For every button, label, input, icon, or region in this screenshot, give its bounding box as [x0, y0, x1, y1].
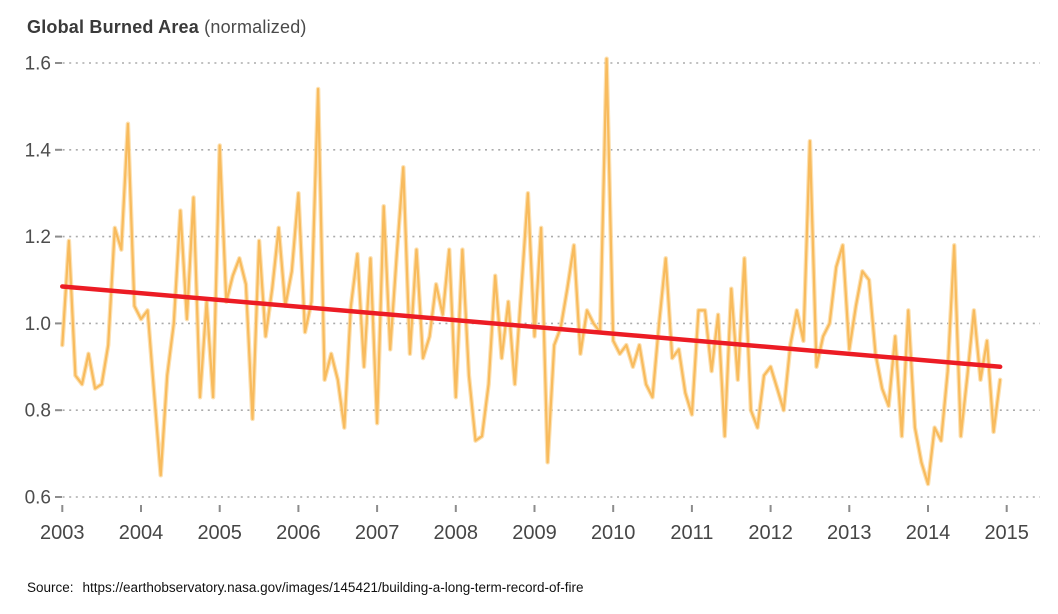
x-axis-label-2015: 2015: [984, 522, 1029, 544]
x-axis-label-2007: 2007: [355, 522, 400, 544]
chart-title: Global Burned Area (normalized): [27, 17, 307, 38]
y-axis-labels: 0.6 0.8 1.0 1.2 1.4 1.6: [25, 54, 52, 509]
y-axis-label-0.6: 0.6: [25, 488, 51, 509]
x-axis-label-2014: 2014: [906, 522, 951, 544]
y-axis-label-1.6: 1.6: [25, 54, 51, 75]
y-axis-label-1: 1.0: [25, 314, 51, 335]
burned-area-line: [61, 57, 1002, 486]
x-axis-label-2012: 2012: [748, 522, 793, 544]
source-attribution: Source: https://earthobservatory.nasa.gov…: [27, 580, 584, 595]
source-label: Source:: [27, 580, 74, 595]
y-axis-label-0.8: 0.8: [25, 401, 51, 422]
x-axis-label-2006: 2006: [276, 522, 321, 544]
gridlines: [56, 62, 1040, 498]
x-axis-label-2011: 2011: [670, 522, 713, 544]
x-axis-label-2010: 2010: [591, 522, 636, 544]
data-series-layer: [60, 56, 1003, 487]
x-axis-label-2005: 2005: [197, 522, 242, 544]
chart-title-main: Global Burned Area: [27, 17, 199, 37]
y-axis-label-1.2: 1.2: [25, 227, 51, 248]
x-axis-labels: 2003 2004 2005 2006 2007 2008 2009 2010 2011 2012…: [40, 522, 1029, 544]
x-axis-label-2003: 2003: [40, 522, 85, 544]
x-axis-label-2008: 2008: [434, 522, 479, 544]
x-axis-label-2009: 2009: [512, 522, 557, 544]
x-axis-label-2004: 2004: [119, 522, 164, 544]
source-url: https://earthobservatory.nasa.gov/images…: [82, 580, 584, 595]
trend-layer: [60, 284, 1003, 370]
y-axis-ticks: [55, 62, 62, 498]
chart-title-qualifier: (normalized): [204, 17, 307, 37]
x-axis-label-2013: 2013: [827, 522, 872, 544]
x-axis-ticks: [61, 505, 1008, 512]
y-axis-label-1.4: 1.4: [25, 140, 52, 161]
trend-line: [60, 284, 1003, 370]
